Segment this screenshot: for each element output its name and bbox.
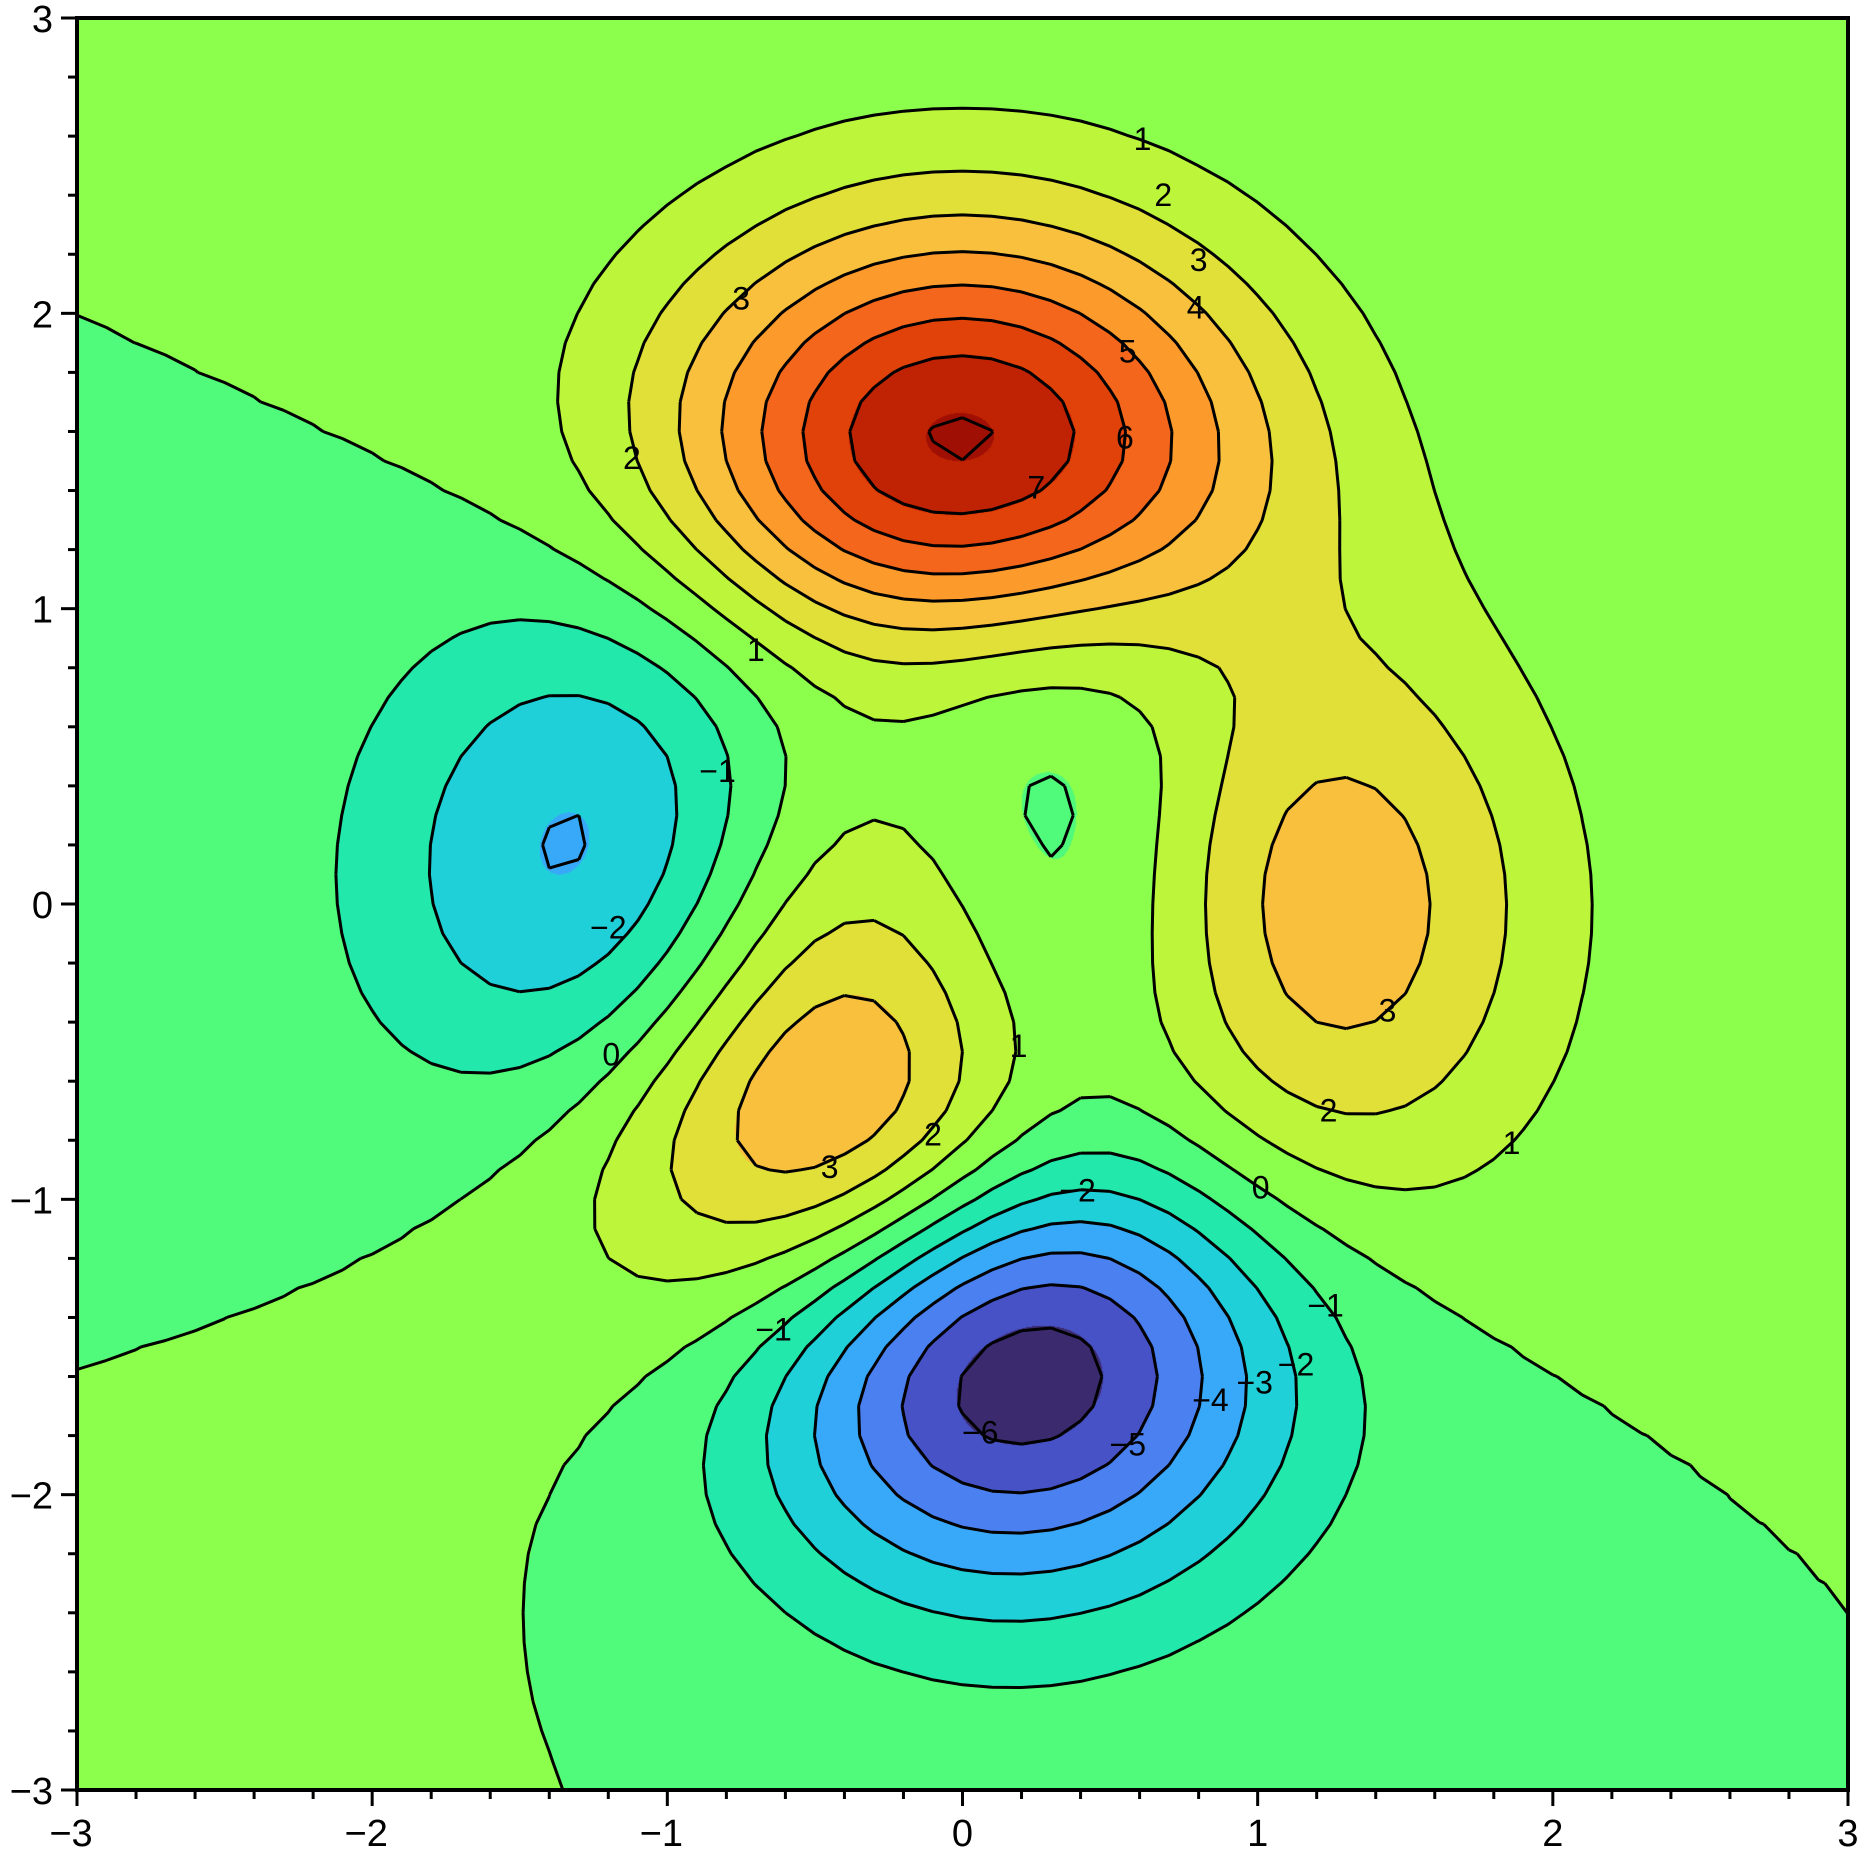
x-tick-label: 3 bbox=[1837, 1813, 1858, 1853]
contour-line-level-2 bbox=[627, 169, 1509, 1224]
contour-label: 1 bbox=[747, 632, 765, 668]
x-tick-label: −1 bbox=[640, 1813, 683, 1853]
contour-label: 3 bbox=[821, 1149, 839, 1185]
x-tick-label: −3 bbox=[49, 1813, 92, 1853]
contour-label: 2 bbox=[1320, 1093, 1338, 1129]
contour-label: −2 bbox=[1059, 1172, 1095, 1208]
contour-label: 1 bbox=[1010, 1028, 1028, 1064]
x-axis-tick-labels: −3 −2 −1 0 1 2 3 bbox=[49, 1813, 1858, 1853]
contour-label: −1 bbox=[699, 753, 735, 789]
contour-label: 0 bbox=[602, 1037, 620, 1073]
contour-label: 3 bbox=[732, 281, 750, 317]
y-tick-label: −1 bbox=[10, 1180, 53, 1222]
contour-label: −1 bbox=[755, 1311, 791, 1347]
y-axis-tick-labels: −3 −2 −1 0 1 2 3 bbox=[10, 0, 53, 1813]
x-tick-label: −2 bbox=[345, 1813, 388, 1853]
contour-label: 7 bbox=[1027, 470, 1045, 506]
contour-label: 3 bbox=[1379, 992, 1397, 1028]
contour-line-level-8 bbox=[927, 416, 995, 462]
contour-label: 5 bbox=[1119, 334, 1137, 370]
contour-label: −2 bbox=[1278, 1347, 1314, 1383]
contour-line-level-0 bbox=[76, 313, 1850, 1791]
contour-label: 0 bbox=[1252, 1170, 1270, 1206]
y-tick-label: 3 bbox=[32, 0, 53, 41]
contour-line-level-4 bbox=[720, 250, 1221, 603]
x-tick-label: 1 bbox=[1247, 1813, 1268, 1853]
contour-line-level--6 bbox=[957, 1326, 1104, 1446]
contour-label: 4 bbox=[1187, 289, 1205, 325]
contour-label: 6 bbox=[1116, 419, 1134, 455]
y-tick-label: 0 bbox=[32, 885, 53, 927]
contour-lines bbox=[76, 106, 1850, 1791]
contour-label: −4 bbox=[1192, 1382, 1228, 1418]
contour-label: −6 bbox=[962, 1415, 998, 1451]
contour-line-level-6 bbox=[801, 316, 1128, 548]
x-tick-label: 0 bbox=[952, 1813, 973, 1853]
x-tick-label: 2 bbox=[1542, 1813, 1563, 1853]
contour-label: 2 bbox=[924, 1116, 942, 1152]
y-tick-label: −3 bbox=[10, 1771, 53, 1813]
contour-line-level--4 bbox=[857, 1251, 1204, 1535]
contour-label: −3 bbox=[1236, 1364, 1272, 1400]
contour-line-level-1 bbox=[556, 106, 1594, 1283]
contour-label: −5 bbox=[1110, 1426, 1146, 1462]
contour-line-level-7 bbox=[848, 354, 1076, 516]
contour-line-level--3 bbox=[541, 813, 1249, 1576]
contour-label: 1 bbox=[1134, 121, 1152, 157]
contour-label: −2 bbox=[590, 910, 626, 946]
contour-label: 1 bbox=[1503, 1125, 1521, 1161]
y-tick-label: −2 bbox=[10, 1476, 53, 1518]
contour-line-level-5 bbox=[760, 283, 1174, 576]
contour-label: 2 bbox=[1154, 177, 1172, 213]
y-tick-label: 1 bbox=[32, 590, 53, 632]
axis-ticks bbox=[61, 16, 1850, 1806]
contour-label: −1 bbox=[1307, 1288, 1343, 1324]
contour-line-level--1 bbox=[334, 618, 1367, 1689]
contour-line-level--2 bbox=[427, 694, 1299, 1623]
contour-label: 3 bbox=[1190, 242, 1208, 278]
contour-label: 2 bbox=[623, 440, 641, 476]
contour-line-level-3 bbox=[677, 213, 1432, 1174]
contour-line-level--5 bbox=[900, 1283, 1159, 1495]
y-tick-label: 2 bbox=[32, 294, 53, 336]
